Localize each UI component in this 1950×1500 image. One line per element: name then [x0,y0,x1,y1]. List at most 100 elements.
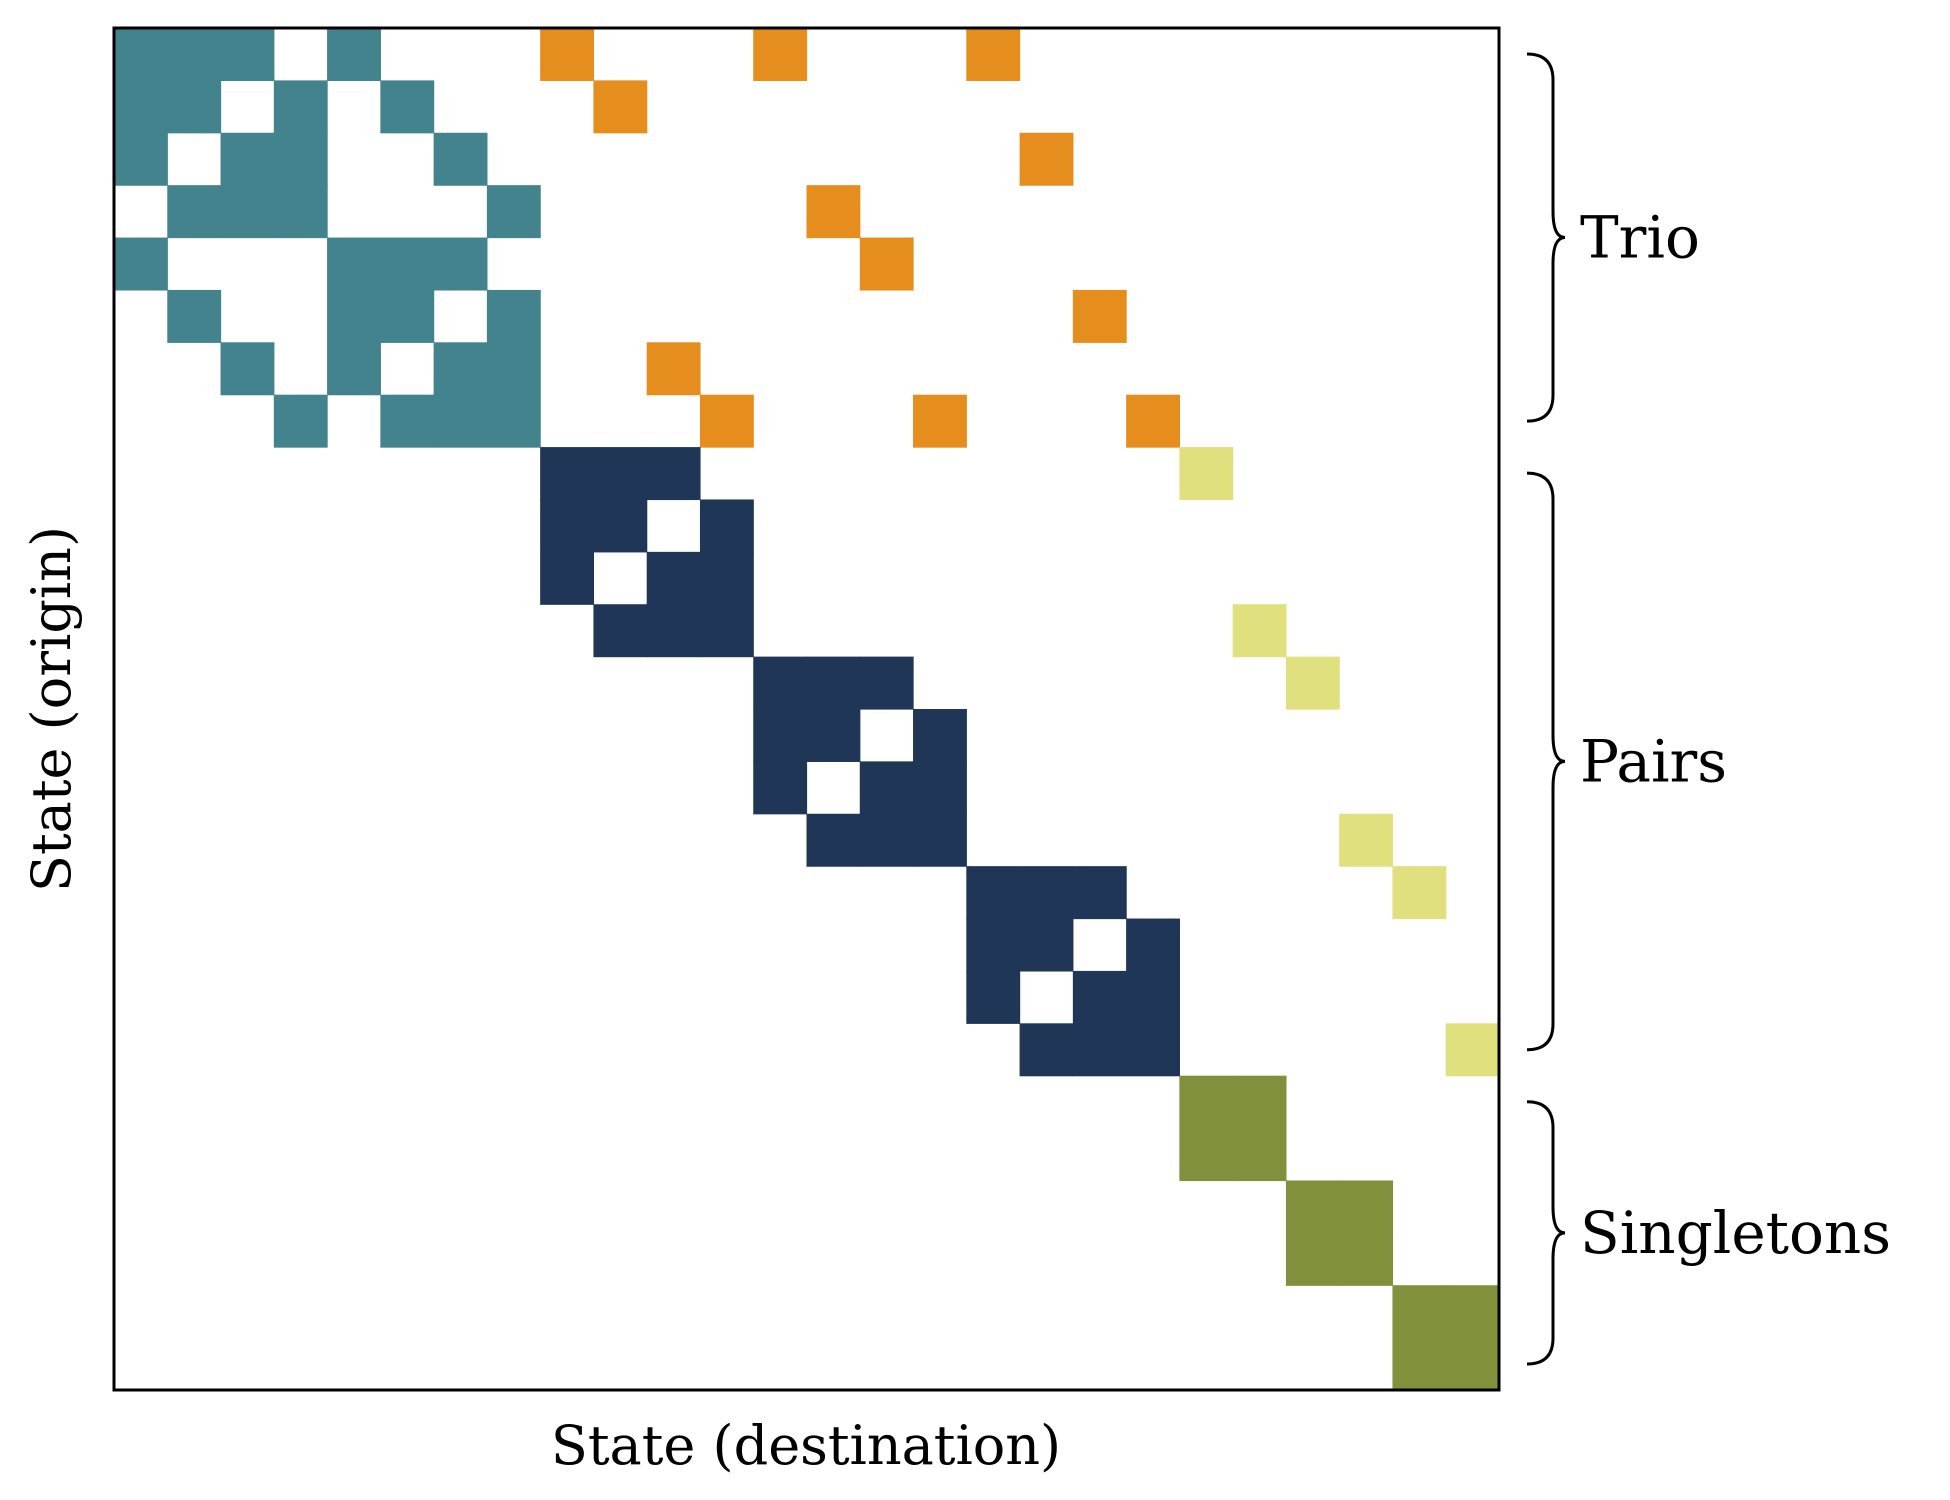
heatmap-cell-trio-block [380,237,435,291]
heatmap-cell-trio-block [114,28,168,81]
heatmap-cell-pair-block [699,551,754,605]
heatmap-cell-pair-block [646,604,701,658]
heatmap-cell-pair-block [1126,1023,1180,1077]
heatmap-cell-pair-block [540,447,595,501]
heatmap-cell-trio-block [273,185,328,239]
heatmap-cell-pair-block [646,551,701,605]
heatmap-cell-pair-block [699,604,754,658]
heatmap-cell-trio-block [167,80,222,134]
x-axis-label: State (destination) [551,1414,1061,1477]
heatmap-cell-pair-block [593,604,648,658]
group-label-trio: Trio [1580,204,1700,272]
heatmap-cell-pair-block [1072,970,1127,1024]
group-label-singletons: Singletons [1580,1199,1891,1267]
heatmap-cell-trio-block [486,289,541,343]
group-label-pairs: Pairs [1580,727,1727,795]
heatmap-cell-trio-block [220,342,275,396]
heatmap-cell-trio-block [380,394,435,448]
group-brace [1526,471,1566,1052]
heatmap-cell-pair-block [806,709,861,762]
heatmap-cell-singleton-block [1392,1285,1447,1339]
heatmap-cell-trio-to-pair [753,28,808,81]
heatmap-cell-singleton-block [1285,1232,1340,1286]
heatmap-cell-pair-to-singleton [1339,813,1394,867]
heatmap-cell-pair-block [753,656,808,710]
heatmap-cell-trio-block [486,394,541,448]
heatmap-cell-pair-block [593,499,648,553]
heatmap-cell-singleton-block [1179,1128,1234,1182]
heatmap-cell-trio-to-pair [1019,132,1074,186]
heatmap-cell-pair-block [540,551,595,605]
heatmap-cell-singleton-block [1285,1180,1340,1234]
heatmap-cell-trio-block [433,132,488,186]
heatmap-cell-trio-block [273,394,328,448]
heatmap-cell-singleton-block [1232,1075,1287,1129]
heatmap-cell-pair-to-singleton [1392,866,1447,920]
heatmap-cell-trio-block [327,237,381,291]
heatmap-cell-pair-block [1126,970,1180,1024]
plot-frame [112,26,1501,1392]
heatmap-cell-pair-block [1126,918,1180,972]
heatmap-cell-pair-block [699,499,754,553]
heatmap-cell-trio-block [486,185,541,239]
heatmap-cell-pair-to-singleton [1232,604,1287,658]
group-brace [1526,52,1566,423]
heatmap-cell-pair-block [913,709,967,762]
heatmap-cell-trio-block [167,289,222,343]
heatmap-cell-trio-block [220,28,275,81]
heatmap-cell-trio-block [380,80,435,134]
heatmap-cell-trio-to-pair [913,394,967,448]
heatmap-cell-trio-to-pair [859,237,914,291]
heatmap-cell-pair-block [913,761,967,815]
heatmap-cell-trio-to-pair [699,394,754,448]
heatmap-cell-trio-block [327,289,381,343]
heatmap-cell-pair-block [540,499,595,553]
heatmap-cell-trio-block [433,342,488,396]
heatmap-cell-trio-block [273,132,328,186]
heatmap-cell-pair-to-singleton [1285,656,1340,710]
heatmap-cell-pair-block [913,813,967,867]
heatmap-cell-pair-block [966,970,1021,1024]
group-braces: Trio Pairs Singletons [1526,52,1891,1366]
heatmap-cell-trio-block [433,237,488,291]
heatmap-cell-trio-to-pair [540,28,595,81]
heatmap-cell-pair-block [1019,918,1074,972]
heatmap-cell-pair-block [593,447,648,501]
heatmap-cell-trio-block [220,185,275,239]
heatmap-cell-pair-to-singleton [1179,447,1234,501]
heatmap-cell-pair-block [1072,1023,1127,1077]
heatmap-cell-singleton-block [1339,1232,1394,1286]
heatmap-cell-pair-block [806,813,861,867]
heatmap-cell-trio-block [167,28,222,81]
heatmap-cell-pair-block [859,656,914,710]
heatmap-cell-singleton-block [1445,1285,1500,1339]
heatmap-cell-trio-to-pair [1126,394,1180,448]
heatmap-cell-pair-block [646,447,701,501]
heatmap-cell-trio-block [167,185,222,239]
y-axis-label: State (origin) [20,526,83,892]
heatmap-cell-pair-block [859,761,914,815]
heatmap-cell-trio-block [273,80,328,134]
heatmap-cell-singleton-block [1179,1075,1234,1129]
group-brace [1526,1100,1566,1366]
heatmap-cell-pair-block [966,866,1021,920]
heatmap-cell-trio-block [380,289,435,343]
heatmap-cell-pair-block [1072,866,1127,920]
heatmap-cell-pair-block [859,813,914,867]
heatmap-cell-trio-to-pair [806,185,861,239]
heatmap-cell-trio-block [114,80,168,134]
heatmap-cell-pair-block [806,656,861,710]
heatmap-cell-trio-to-pair [966,28,1021,81]
heatmap-cell-singleton-block [1339,1180,1394,1234]
heatmap-cell-pair-block [1019,866,1074,920]
heatmap-cell-trio-block [433,394,488,448]
heatmap-cell-pair-block [1019,1023,1074,1077]
heatmap-cell-trio-block [114,132,168,186]
heatmap-cell-pair-to-singleton [1445,1023,1500,1077]
heatmap-cell-trio-block [486,342,541,396]
heatmap-cell-trio-to-pair [1072,289,1127,343]
heatmap-cell-trio-to-pair [646,342,701,396]
heatmap-cell-pair-block [753,709,808,762]
heatmap-cell-pair-block [753,761,808,815]
